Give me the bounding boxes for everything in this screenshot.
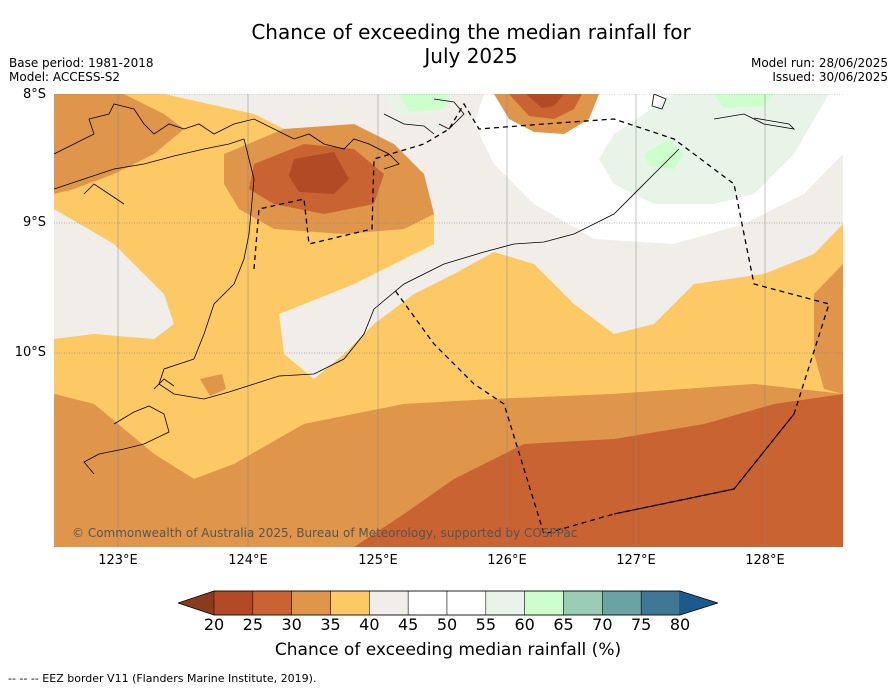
colorbar-tick-25: 25	[243, 615, 263, 634]
colorbar-segment-c65_70	[564, 591, 603, 615]
colorbar-segment-c35_40	[331, 591, 370, 615]
base-period: Base period: 1981-2018	[9, 56, 154, 70]
colorbar-segment-c50_55	[447, 591, 486, 615]
meta-left: Base period: 1981-2018 Model: ACCESS-S2	[9, 56, 154, 84]
title-line-2: July 2025	[200, 44, 742, 68]
chart-title: Chance of exceeding the median rainfall …	[200, 20, 742, 68]
colorbar-segment-c55_60	[486, 591, 525, 615]
lon-label-128e: 128°E	[745, 553, 785, 568]
colorbar	[178, 590, 718, 616]
eez-footnote: -- -- -- EEZ border V11 (Flanders Marine…	[8, 672, 316, 685]
colorbar-tick-35: 35	[320, 615, 340, 634]
lat-label-8s: 8°S	[23, 87, 46, 102]
colorbar-tick-70: 70	[592, 615, 612, 634]
colorbar-segment-c45_50	[408, 591, 447, 615]
colorbar-tick-65: 65	[553, 615, 573, 634]
lat-label-10s: 10°S	[15, 345, 46, 360]
colorbar-segment-c20_25	[214, 591, 253, 615]
colorbar-label: Chance of exceeding median rainfall (%)	[178, 640, 718, 660]
rainfall-map	[54, 94, 843, 547]
colorbar-segment-c60_65	[525, 591, 564, 615]
colorbar-segment-c70_75	[602, 591, 641, 615]
copyright-credit: © Commonwealth of Australia 2025, Bureau…	[72, 526, 577, 540]
meta-right: Model run: 28/06/2025 Issued: 30/06/2025	[751, 56, 888, 84]
colorbar-tick-75: 75	[631, 615, 651, 634]
title-line-1: Chance of exceeding the median rainfall …	[200, 20, 742, 44]
colorbar-tick-50: 50	[437, 615, 457, 634]
lon-label-123e: 123°E	[98, 553, 138, 568]
colorbar-segment-c30_35	[292, 591, 331, 615]
colorbar-segment-c25_30	[253, 591, 292, 615]
colorbar-tick-60: 60	[514, 615, 534, 634]
colorbar-tick-55: 55	[476, 615, 496, 634]
map-area[interactable]: © Commonwealth of Australia 2025, Bureau…	[54, 94, 843, 547]
colorbar-tick-40: 40	[359, 615, 379, 634]
colorbar-above-80	[680, 591, 718, 615]
issued-date: Issued: 30/06/2025	[751, 70, 888, 84]
colorbar-tick-80: 80	[670, 615, 690, 634]
colorbar-tick-45: 45	[398, 615, 418, 634]
colorbar-segments	[178, 591, 680, 615]
colorbar-tick-30: 30	[281, 615, 301, 634]
colorbar-segment-c75_80	[641, 591, 680, 615]
colorbar-tick-20: 20	[204, 615, 224, 634]
colorbar-segment-c40_45	[369, 591, 408, 615]
model-name: Model: ACCESS-S2	[9, 70, 154, 84]
lon-label-124e: 124°E	[228, 553, 268, 568]
lon-label-125e: 125°E	[358, 553, 398, 568]
lon-label-127e: 127°E	[616, 553, 656, 568]
lat-label-9s: 9°S	[23, 215, 46, 230]
model-run: Model run: 28/06/2025	[751, 56, 888, 70]
colorbar-below-20	[178, 591, 214, 615]
lon-label-126e: 126°E	[487, 553, 527, 568]
